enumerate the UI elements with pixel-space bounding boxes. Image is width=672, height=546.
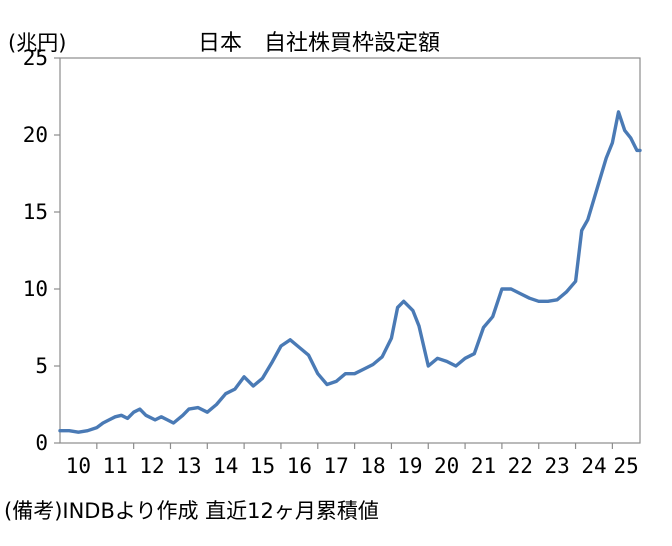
y-axis-unit-label: (兆円) bbox=[8, 31, 66, 55]
x-tick-label: 22 bbox=[508, 454, 533, 478]
x-tick-label: 23 bbox=[544, 454, 569, 478]
x-tick-label: 14 bbox=[213, 454, 238, 478]
y-tick-label: 15 bbox=[23, 200, 48, 224]
x-tick-label: 15 bbox=[250, 454, 275, 478]
plot-area-frame bbox=[59, 57, 641, 444]
x-tick-label: 10 bbox=[66, 454, 91, 478]
x-tick-label: 19 bbox=[397, 454, 422, 478]
x-tick-label: 25 bbox=[614, 454, 639, 478]
y-tick-label: 25 bbox=[23, 46, 48, 70]
y-tick-label: 20 bbox=[23, 123, 48, 147]
chart-title: 日本 自社株買枠設定額 bbox=[198, 31, 440, 56]
x-tick-label: 12 bbox=[139, 454, 164, 478]
x-tick-label: 11 bbox=[103, 454, 128, 478]
x-tick-label: 17 bbox=[324, 454, 349, 478]
series-line bbox=[58, 110, 642, 434]
source-note: (備考)INDBより作成 直近12ヶ月累積値 bbox=[4, 499, 379, 523]
y-tick-label: 5 bbox=[35, 354, 48, 378]
x-tick-label: 21 bbox=[471, 454, 496, 478]
y-tick-label: 0 bbox=[35, 431, 48, 455]
y-axis: 0 5 10 15 20 25 bbox=[23, 46, 60, 455]
x-axis: 10 11 12 13 14 15 16 17 18 19 20 21 22 23 24 25 bbox=[66, 443, 639, 478]
x-tick-label: 16 bbox=[287, 454, 312, 478]
y-tick-label: 10 bbox=[23, 277, 48, 301]
x-tick-label: 24 bbox=[581, 454, 606, 478]
x-tick-label: 20 bbox=[434, 454, 459, 478]
x-tick-label: 18 bbox=[360, 454, 385, 478]
x-tick-label: 13 bbox=[176, 454, 201, 478]
